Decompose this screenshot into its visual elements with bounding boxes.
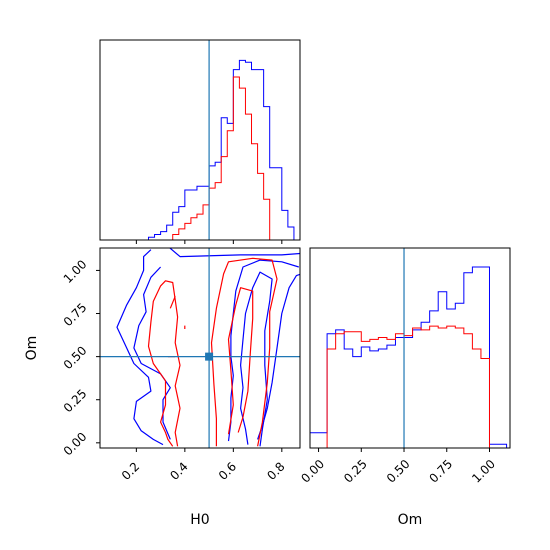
contour-red-3 — [169, 296, 176, 309]
hist-H0-frame-bg — [100, 40, 300, 240]
x-axis-label-Om: Om — [398, 512, 423, 528]
contour-H0-Om-x-tick-label: 0.6 — [216, 459, 239, 482]
contour-H0-Om-y-tick-label: 1.00 — [61, 257, 90, 286]
contour-blue-5 — [257, 273, 300, 440]
contour-H0-Om-x-tick-label: 0.2 — [119, 459, 142, 482]
contour-red-0 — [147, 280, 181, 447]
contour-red-2 — [227, 287, 254, 435]
contour-blue-0 — [116, 249, 164, 446]
hist-Om-x-tick-label: 0.00 — [298, 457, 327, 486]
contour-H0-Om-y-tick-label: 0.00 — [61, 430, 90, 459]
contour-H0-Om-x-tick-label: 0.4 — [167, 459, 190, 482]
x-axis-label-H0: H0 — [190, 512, 209, 528]
hist-Om-panel: 0.00 0.25 0.50 0.75 1.00 Om — [298, 247, 511, 528]
contour-frame — [99, 247, 301, 449]
hist-Om-frame-bg — [310, 248, 510, 448]
hist-Om-x-tick-label: 1.00 — [469, 457, 498, 486]
contour-H0-Om-panel: 0.2 0.4 0.6 0.8 0.00 0.25 0.50 0.75 1.00 H0 Om — [24, 247, 301, 528]
contour-H0-Om-x-tick-label: 0.8 — [264, 459, 287, 482]
contour-H0-Om-y-tick-label: 0.25 — [61, 386, 90, 415]
y-axis-label-Om: Om — [24, 336, 40, 361]
truth-marker — [205, 352, 214, 361]
hist-H0-frame — [99, 39, 301, 241]
contour-H0-Om-y-tick-label: 0.50 — [61, 343, 90, 372]
contour-H0-Om-y-tick-label: 0.75 — [61, 300, 90, 329]
contour-blue-2 — [133, 266, 171, 440]
hist-Om-x-tick-label: 0.75 — [427, 457, 456, 486]
hist-Om-frame — [309, 247, 511, 449]
hist-Om-x-tick-label: 0.50 — [384, 457, 413, 486]
hist-Om-x-tick-label: 0.25 — [341, 457, 370, 486]
contour-blue-1 — [168, 248, 300, 258]
contour-red-1 — [210, 257, 278, 447]
hist-H0-panel — [99, 39, 301, 244]
contour-blue-4 — [240, 271, 273, 447]
hist-Om-step-red — [310, 325, 507, 448]
